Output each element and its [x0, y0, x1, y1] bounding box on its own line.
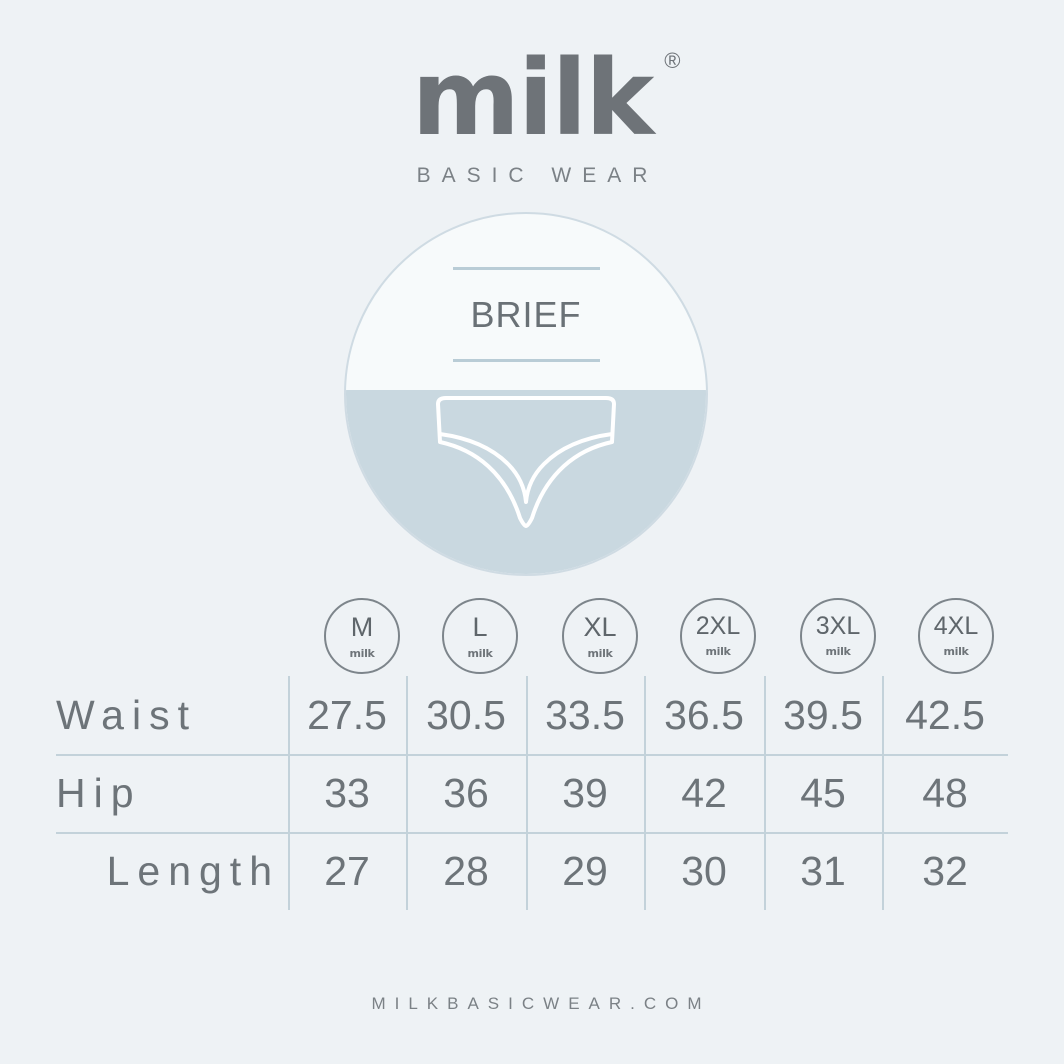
- brand-name: milk: [411, 37, 655, 159]
- size-badge-label: XL: [583, 612, 617, 642]
- divider-top: [453, 267, 600, 270]
- size-badge-4xl[interactable]: 4XL milk: [918, 598, 994, 674]
- product-label: BRIEF: [470, 294, 582, 335]
- footer-website: MILKBASICWEAR.COM: [371, 994, 711, 1013]
- cell-hip-4xl: 48: [922, 770, 968, 816]
- cell-hip-l: 36: [443, 770, 489, 816]
- size-badge-label: 3XL: [815, 612, 861, 640]
- table-column-divider: [406, 676, 408, 910]
- size-badge-label: L: [472, 612, 488, 642]
- size-badge-brand: milk: [587, 647, 613, 660]
- size-badge-m[interactable]: M milk: [324, 598, 400, 674]
- cell-length-2xl: 30: [681, 848, 727, 894]
- cell-waist-3xl: 39.5: [783, 692, 863, 738]
- size-badge-brand: milk: [349, 647, 375, 660]
- cell-hip-xl: 39: [562, 770, 608, 816]
- size-badge-label: 2XL: [695, 612, 741, 640]
- cell-length-l: 28: [443, 848, 489, 894]
- cell-waist-xl: 33.5: [545, 692, 625, 738]
- brief-underwear-icon: [436, 396, 616, 528]
- product-circle-fill: [346, 390, 706, 574]
- table-column-divider: [764, 676, 766, 910]
- size-badge-xl[interactable]: XL milk: [562, 598, 638, 674]
- size-badge-label: M: [350, 612, 374, 642]
- table-row-divider: [56, 754, 1008, 756]
- size-badge-brand: milk: [825, 645, 851, 658]
- cell-hip-3xl: 45: [800, 770, 846, 816]
- product-illustration: BRIEF: [344, 212, 708, 576]
- cell-waist-2xl: 36.5: [664, 692, 744, 738]
- cell-length-3xl: 31: [800, 848, 846, 894]
- cell-waist-4xl: 42.5: [905, 692, 985, 738]
- table-column-divider: [288, 676, 290, 910]
- size-badge-brand: milk: [467, 647, 493, 660]
- table-row: Hip 33 36 39 42 45 48: [56, 754, 1008, 832]
- size-badge-brand: milk: [943, 645, 969, 658]
- row-label-waist: Waist: [56, 692, 197, 738]
- size-table: Waist 27.5 30.5 33.5 36.5 39.5 42.5 Hip …: [56, 676, 1008, 916]
- size-badge-l[interactable]: L milk: [442, 598, 518, 674]
- table-row: Length 27 28 29 30 31 32: [56, 832, 1008, 910]
- row-label-length: Length: [106, 848, 280, 894]
- cell-hip-2xl: 42: [681, 770, 727, 816]
- table-row-divider: [56, 832, 1008, 834]
- row-label-hip: Hip: [56, 770, 142, 816]
- cell-length-4xl: 32: [922, 848, 968, 894]
- size-badge-2xl[interactable]: 2XL milk: [680, 598, 756, 674]
- cell-length-m: 27: [324, 848, 370, 894]
- size-badges: M milk L milk XL milk 2XL milk 3XL milk …: [0, 598, 1064, 676]
- size-badge-brand: milk: [705, 645, 731, 658]
- cell-waist-l: 30.5: [426, 692, 506, 738]
- cell-waist-m: 27.5: [307, 692, 387, 738]
- table-column-divider: [526, 676, 528, 910]
- brand-wordmark: milk ®: [412, 46, 681, 150]
- cell-hip-m: 33: [324, 770, 370, 816]
- size-badge-3xl[interactable]: 3XL milk: [800, 598, 876, 674]
- table-column-divider: [644, 676, 646, 910]
- divider-bottom: [453, 359, 600, 362]
- table-column-divider: [882, 676, 884, 910]
- table-row: Waist 27.5 30.5 33.5 36.5 39.5 42.5: [56, 676, 1008, 754]
- brand-logo: milk ® BASIC WEAR: [0, 46, 1064, 188]
- size-badge-label: 4XL: [933, 612, 979, 640]
- brand-tagline: BASIC WEAR: [416, 164, 659, 187]
- cell-length-xl: 29: [562, 848, 608, 894]
- registered-trademark-icon: ®: [664, 48, 680, 73]
